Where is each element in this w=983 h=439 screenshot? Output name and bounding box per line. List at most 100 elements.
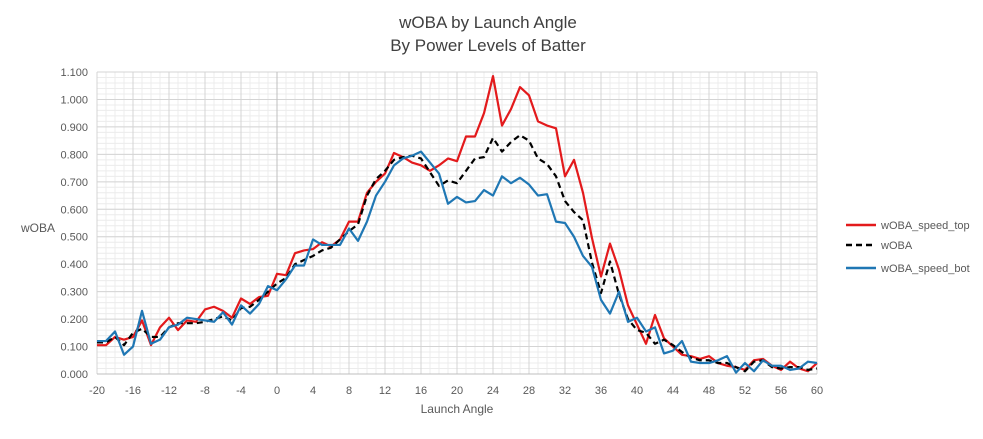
data-point-wOBA_speed_bot [501,176,502,177]
legend-item-speed-top: wOBA_speed_top [846,220,970,232]
data-point-wOBA_speed_bot [330,244,331,245]
data-point-wOBA_speed_bot [627,321,628,322]
data-point-wOBA_speed_top [591,238,592,239]
data-point-wOBA [456,183,457,184]
data-point-wOBA [672,345,673,346]
legend: wOBA_speed_top wOBA wOBA_speed_bot [846,220,970,275]
data-point-wOBA_speed_bot [357,240,358,241]
data-point-wOBA_speed_top [555,128,556,129]
data-point-wOBA [384,170,385,171]
data-point-wOBA_speed_bot [276,290,277,291]
data-point-wOBA_speed_top [204,309,205,310]
data-point-wOBA_speed_bot [420,151,421,152]
x-tick-label: 20 [451,385,463,397]
data-point-wOBA_speed_bot [411,155,412,156]
data-point-wOBA_speed_bot [258,303,259,304]
data-point-wOBA_speed_bot [645,331,646,332]
data-point-wOBA_speed_top [132,336,133,337]
data-point-wOBA [501,151,502,152]
data-point-wOBA_speed_top [465,136,466,137]
data-point-wOBA [447,180,448,181]
data-point-wOBA_speed_top [141,320,142,321]
tick-labels: -20 -16 -12 -8 -4 0 4 8 12 16 20 24 28 32 36 40 44 48 52 56… [60,67,823,397]
x-tick-label: -16 [125,385,141,397]
data-point-wOBA [546,163,547,164]
x-tick-label: 48 [703,385,715,397]
data-point-wOBA_speed_top [96,345,97,346]
data-point-wOBA_speed_bot [105,340,106,341]
data-point-wOBA_speed_bot [438,173,439,174]
legend-label-woba: wOBA [880,240,913,252]
data-point-wOBA_speed_top [636,324,637,325]
data-point-wOBA_speed_top [609,243,610,244]
x-tick-label: 12 [379,385,391,397]
data-point-wOBA [366,195,367,196]
data-point-wOBA [474,158,475,159]
data-point-wOBA_speed_bot [780,365,781,366]
data-point-wOBA [393,159,394,160]
data-point-wOBA_speed_bot [384,181,385,182]
data-point-wOBA_speed_top [492,76,493,77]
x-tick-label: -4 [236,385,246,397]
data-point-wOBA_speed_bot [555,221,556,222]
data-point-wOBA_speed_bot [141,310,142,311]
data-point-wOBA_speed_bot [708,362,709,363]
data-point-wOBA_speed_bot [159,339,160,340]
series-line-wOBA_speed_top [97,75,818,373]
data-point-wOBA [186,323,187,324]
data-point-wOBA_speed_bot [492,195,493,196]
data-point-wOBA_speed_top [321,242,322,243]
data-point-wOBA_speed_top [294,253,295,254]
data-point-wOBA_speed_bot [573,236,574,237]
data-point-wOBA [564,200,565,201]
data-point-wOBA [591,262,592,263]
data-point-wOBA_speed_top [474,136,475,137]
data-point-wOBA_speed_top [420,165,421,166]
data-point-wOBA_speed_top [438,165,439,166]
data-point-wOBA_speed_top [168,317,169,318]
data-point-wOBA_speed_bot [564,222,565,223]
data-point-wOBA_speed_top [213,306,214,307]
data-point-wOBA [636,329,637,330]
data-point-wOBA_speed_bot [240,305,241,306]
y-tick-label: 0.200 [60,314,88,326]
legend-item-woba: wOBA [846,240,913,252]
data-point-wOBA_speed_top [519,87,520,88]
series-layer [96,75,818,374]
data-point-wOBA_speed_top [123,339,124,340]
data-point-wOBA_speed_top [573,159,574,160]
data-point-wOBA_speed_top [429,170,430,171]
legend-item-speed-bot: wOBA_speed_bot [846,263,970,275]
data-point-wOBA_speed_bot [807,361,808,362]
data-point-wOBA [744,371,745,372]
data-point-wOBA [717,362,718,363]
data-point-wOBA_speed_bot [429,162,430,163]
y-tick-label: 0.900 [60,122,88,134]
data-point-wOBA [537,158,538,159]
legend-label-speed-bot: wOBA_speed_bot [880,263,970,275]
x-tick-label: 36 [595,385,607,397]
x-tick-label: 4 [310,385,316,397]
data-point-wOBA_speed_top [582,192,583,193]
data-point-wOBA_speed_bot [303,265,304,266]
x-tick-label: 44 [667,385,679,397]
data-point-wOBA_speed_top [186,320,187,321]
data-point-wOBA_speed_bot [582,255,583,256]
data-point-wOBA_speed_top [501,125,502,126]
x-tick-label: 0 [274,385,280,397]
x-tick-label: 16 [415,385,427,397]
data-point-wOBA [519,135,520,136]
data-point-wOBA_speed_bot [123,354,124,355]
x-tick-label: -20 [89,385,105,397]
y-axis-title: wOBA [20,221,55,235]
data-point-wOBA_speed_bot [762,360,763,361]
data-point-wOBA [807,369,808,370]
data-point-wOBA [555,176,556,177]
y-tick-label: 1.100 [60,67,88,79]
data-point-wOBA_speed_top [510,108,511,109]
data-point-wOBA [609,261,610,262]
data-point-wOBA [420,158,421,159]
data-point-wOBA_speed_top [654,314,655,315]
data-point-wOBA_speed_bot [294,265,295,266]
data-point-wOBA [132,332,133,333]
